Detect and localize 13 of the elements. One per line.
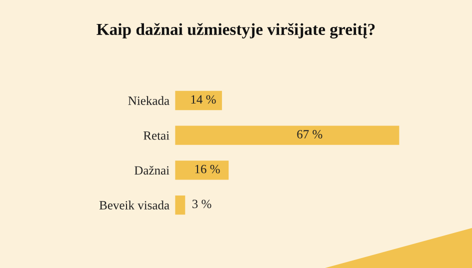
bar	[175, 195, 186, 215]
data-label: 3 %	[192, 200, 212, 208]
data-label: 16 %	[195, 164, 220, 174]
chart-title: Kaip dažnai užmiestyje viršijate greitį?	[96, 23, 375, 39]
y-tick-label: Retai	[144, 131, 170, 140]
bar	[175, 126, 400, 145]
y-tick-label: Niekada	[128, 96, 170, 105]
bar	[175, 160, 229, 180]
bar	[175, 90, 222, 110]
data-label: 67 %	[297, 130, 322, 139]
y-tick-label: Beveik visada	[99, 200, 170, 210]
y-tick-label: Dažnai	[134, 166, 170, 175]
data-label: 14 %	[191, 95, 216, 104]
